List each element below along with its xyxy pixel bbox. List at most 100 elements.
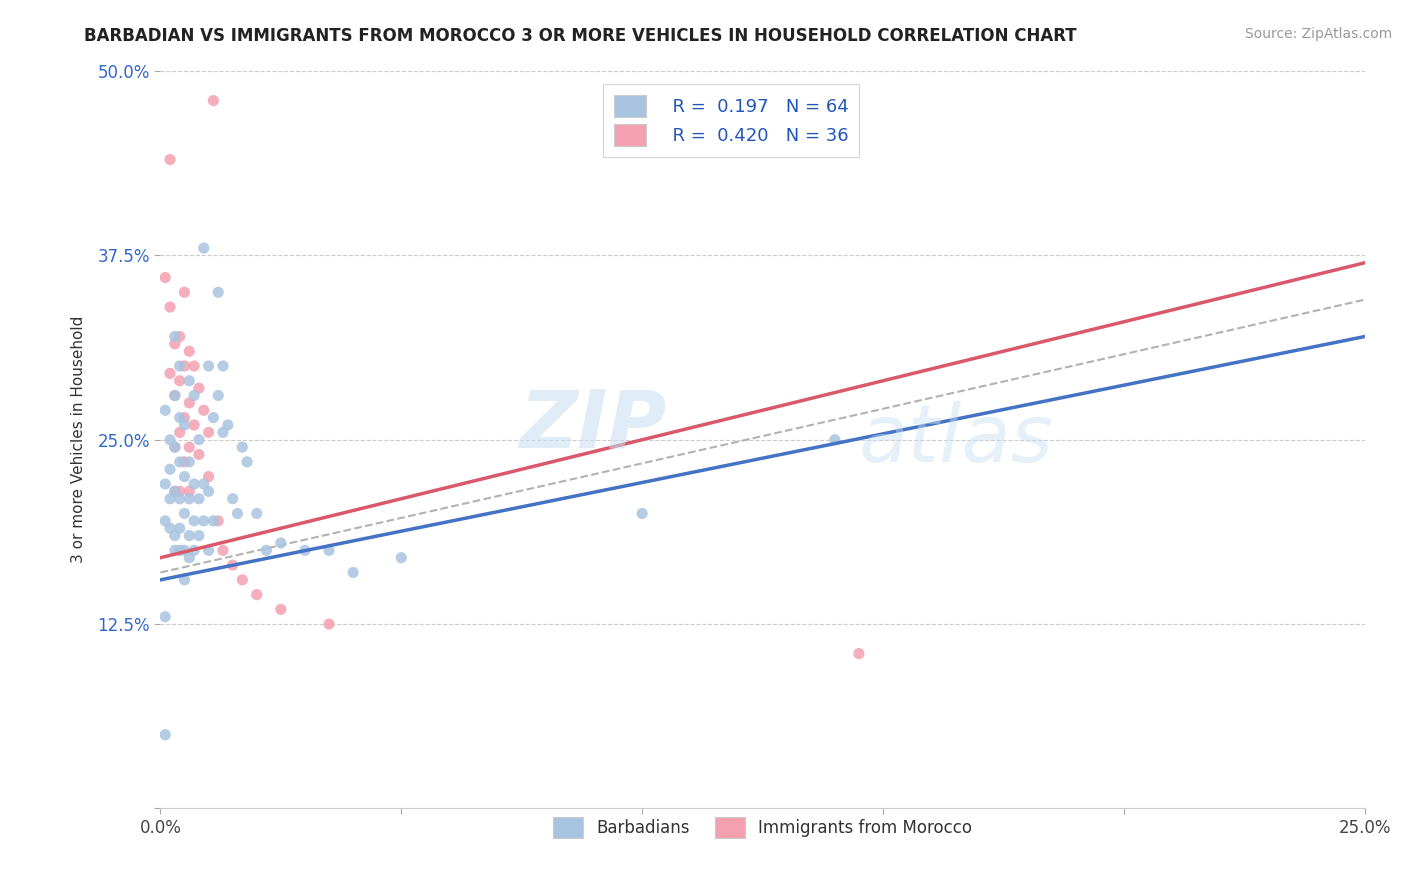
Point xyxy=(270,536,292,550)
Point xyxy=(197,469,219,483)
Point xyxy=(159,521,181,535)
Point xyxy=(207,514,229,528)
Point xyxy=(236,455,259,469)
Point xyxy=(183,543,205,558)
Point xyxy=(155,477,177,491)
Point xyxy=(187,491,209,506)
Point xyxy=(246,588,269,602)
Point xyxy=(212,359,235,373)
Point xyxy=(202,94,225,108)
Point xyxy=(169,425,191,440)
Point xyxy=(169,484,191,499)
Point xyxy=(226,507,249,521)
Point xyxy=(318,543,340,558)
Point xyxy=(163,484,186,499)
Point xyxy=(173,285,195,300)
Point xyxy=(254,543,277,558)
Point xyxy=(183,417,205,432)
Point xyxy=(173,455,195,469)
Point xyxy=(155,270,177,285)
Point xyxy=(173,417,195,432)
Point xyxy=(179,455,201,469)
Text: atlas: atlas xyxy=(859,401,1053,479)
Point xyxy=(163,388,186,402)
Point xyxy=(179,528,201,542)
Point xyxy=(212,425,235,440)
Text: Source: ZipAtlas.com: Source: ZipAtlas.com xyxy=(1244,27,1392,41)
Point xyxy=(202,410,225,425)
Point xyxy=(193,241,215,255)
Point xyxy=(173,573,195,587)
Point xyxy=(159,433,181,447)
Point xyxy=(163,329,186,343)
Point xyxy=(169,491,191,506)
Point xyxy=(173,543,195,558)
Point xyxy=(197,543,219,558)
Point xyxy=(207,388,229,402)
Point xyxy=(159,462,181,476)
Point xyxy=(631,507,654,521)
Point xyxy=(187,528,209,542)
Point xyxy=(270,602,292,616)
Point xyxy=(173,410,195,425)
Point xyxy=(173,469,195,483)
Point xyxy=(169,455,191,469)
Point xyxy=(155,609,177,624)
Point xyxy=(169,359,191,373)
Point xyxy=(179,344,201,359)
Point xyxy=(824,433,846,447)
Point xyxy=(183,477,205,491)
Point xyxy=(179,550,201,565)
Text: ZIP: ZIP xyxy=(519,386,666,464)
Point xyxy=(231,440,253,454)
Point xyxy=(179,396,201,410)
Point xyxy=(848,647,870,661)
Point xyxy=(294,543,316,558)
Point xyxy=(173,359,195,373)
Point xyxy=(389,550,412,565)
Text: BARBADIAN VS IMMIGRANTS FROM MOROCCO 3 OR MORE VEHICLES IN HOUSEHOLD CORRELATION: BARBADIAN VS IMMIGRANTS FROM MOROCCO 3 O… xyxy=(84,27,1077,45)
Point xyxy=(187,433,209,447)
Y-axis label: 3 or more Vehicles in Household: 3 or more Vehicles in Household xyxy=(72,316,86,564)
Point xyxy=(197,359,219,373)
Point xyxy=(179,491,201,506)
Point xyxy=(163,528,186,542)
Point xyxy=(173,507,195,521)
Point xyxy=(155,728,177,742)
Point xyxy=(318,617,340,632)
Point xyxy=(163,543,186,558)
Point xyxy=(193,514,215,528)
Point xyxy=(163,337,186,351)
Point xyxy=(155,514,177,528)
Point xyxy=(169,410,191,425)
Point xyxy=(183,514,205,528)
Point xyxy=(221,558,243,573)
Point xyxy=(163,484,186,499)
Point xyxy=(159,300,181,314)
Point xyxy=(179,440,201,454)
Point xyxy=(212,543,235,558)
Point xyxy=(217,417,239,432)
Point xyxy=(159,491,181,506)
Point xyxy=(246,507,269,521)
Point xyxy=(169,521,191,535)
Point xyxy=(169,374,191,388)
Point xyxy=(187,448,209,462)
Point xyxy=(163,440,186,454)
Point xyxy=(197,484,219,499)
Point xyxy=(221,491,243,506)
Point xyxy=(193,403,215,417)
Point xyxy=(179,374,201,388)
Point xyxy=(155,403,177,417)
Point xyxy=(169,329,191,343)
Point xyxy=(193,477,215,491)
Point xyxy=(183,388,205,402)
Point xyxy=(197,425,219,440)
Point xyxy=(202,514,225,528)
Point xyxy=(187,381,209,395)
Point xyxy=(231,573,253,587)
Point xyxy=(183,359,205,373)
Point xyxy=(179,484,201,499)
Point xyxy=(169,543,191,558)
Point xyxy=(207,285,229,300)
